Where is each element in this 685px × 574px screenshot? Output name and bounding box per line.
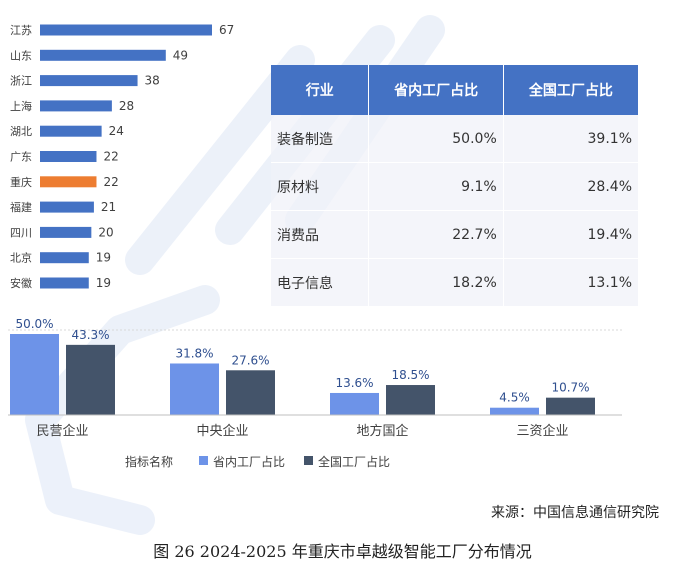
ownership-value-label: 43.3% [71, 328, 109, 342]
province-bar-chart: 江苏 67 山东 49 浙江 38 上海 28 湖北 24 广东 22 重庆 22 福建 21 四川 20 北京 19… [10, 23, 234, 290]
province-value-label: 19 [96, 276, 111, 290]
cell-province-share: 9.1% [368, 162, 504, 211]
province-bar [40, 201, 94, 213]
province-value-label: 28 [119, 99, 134, 113]
cell-national-share: 13.1% [503, 258, 638, 307]
province-label: 山东 [10, 49, 32, 62]
province-value-label: 24 [109, 124, 124, 138]
province-value-label: 22 [103, 175, 118, 189]
province-bar [40, 226, 92, 238]
cell-industry: 电子信息 [271, 258, 370, 307]
table-row: 消费品 22.7% 19.4% [271, 210, 638, 259]
province-label: 广东 [10, 151, 32, 164]
province-value-label: 19 [96, 251, 111, 265]
col-header-national-share: 全国工厂占比 [503, 65, 638, 115]
cell-industry: 消费品 [271, 210, 370, 259]
ownership-bars: 50.0% 43.3% 民营企业 31.8% 27.6% 中央企业 13.6% 18.5% 地方… [10, 317, 595, 439]
source-note: 来源：中国信息通信研究院 [491, 505, 659, 521]
ownership-bar [330, 392, 379, 415]
ownership-bar [66, 344, 115, 415]
category-label: 地方国企 [356, 423, 408, 439]
col-header-industry: 行业 [271, 65, 370, 115]
col-header-province-share: 省内工厂占比 [368, 65, 504, 115]
province-bar [40, 24, 212, 36]
province-label: 安徽 [10, 276, 32, 290]
province-value-label: 22 [103, 150, 118, 164]
cell-national-share: 19.4% [503, 210, 638, 259]
cell-industry: 装备制造 [271, 115, 370, 163]
cell-province-share: 50.0% [368, 115, 504, 163]
province-label: 北京 [10, 251, 32, 265]
province-label: 江苏 [10, 24, 32, 37]
table-row: 装备制造 50.0% 39.1% [271, 115, 638, 163]
cell-industry: 原材料 [271, 162, 370, 211]
province-bar [40, 252, 89, 264]
ownership-value-label: 27.6% [231, 353, 269, 367]
ownership-bar [170, 363, 219, 415]
ownership-value-label: 31.8% [175, 346, 213, 360]
province-value-label: 38 [145, 74, 160, 88]
ownership-value-label: 4.5% [499, 391, 530, 405]
province-bar [40, 100, 112, 112]
ownership-value-label: 50.0% [15, 317, 53, 331]
legend-swatch [199, 456, 208, 465]
ownership-value-label: 18.5% [391, 368, 429, 382]
legend-title: 指标名称 [125, 454, 173, 469]
province-bar [40, 277, 89, 289]
table-row: 电子信息 18.2% 13.1% [271, 258, 638, 307]
chart-legend: 指标名称 省内工厂占比 全国工厂占比 [125, 454, 390, 469]
province-label: 浙江 [10, 75, 32, 88]
province-value-label: 49 [173, 48, 188, 62]
province-bar [40, 151, 97, 162]
province-value-label: 67 [219, 23, 234, 37]
province-label: 上海 [10, 99, 32, 113]
province-bar [40, 75, 138, 87]
province-value-label: 20 [98, 225, 113, 239]
legend-swatch [304, 456, 313, 465]
table-row: 原材料 9.1% 28.4% [271, 162, 638, 211]
province-bar [40, 49, 166, 61]
cell-national-share: 39.1% [503, 115, 638, 163]
province-label: 福建 [10, 200, 32, 214]
province-label: 湖北 [10, 125, 32, 138]
province-bar [40, 176, 97, 188]
figure-caption: 图 26 2024-2025 年重庆市卓越级智能工厂分布情况 [153, 542, 532, 561]
legend-label: 省内工厂占比 [213, 454, 285, 469]
ownership-bar [546, 397, 595, 415]
cell-national-share: 28.4% [503, 162, 638, 211]
cell-province-share: 22.7% [368, 210, 504, 259]
industry-table: 行业 省内工厂占比 全国工厂占比 装备制造 50.0% 39.1% 原材料 9.… [271, 65, 638, 307]
table-header-row: 行业 省内工厂占比 全国工厂占比 [271, 65, 638, 115]
ownership-bar [490, 407, 539, 415]
province-bar [40, 125, 102, 137]
ownership-value-label: 10.7% [551, 381, 589, 395]
ownership-bar [10, 334, 59, 415]
cell-province-share: 18.2% [368, 258, 504, 307]
category-label: 三资企业 [516, 423, 568, 439]
ownership-bar-chart: 50.0% 43.3% 民营企业 31.8% 27.6% 中央企业 13.6% 18.5% 地方… [8, 317, 622, 469]
province-label: 重庆 [10, 175, 32, 189]
ownership-bar [226, 370, 275, 415]
legend-label: 全国工厂占比 [318, 454, 390, 469]
province-bars: 江苏 67 山东 49 浙江 38 上海 28 湖北 24 广东 22 重庆 22 福建 21 四川 20 北京 19… [10, 23, 234, 290]
ownership-bar [386, 385, 435, 415]
province-value-label: 21 [101, 200, 116, 214]
province-label: 四川 [10, 226, 32, 239]
ownership-value-label: 13.6% [335, 376, 373, 390]
category-label: 民营企业 [36, 423, 88, 439]
category-label: 中央企业 [196, 423, 248, 439]
